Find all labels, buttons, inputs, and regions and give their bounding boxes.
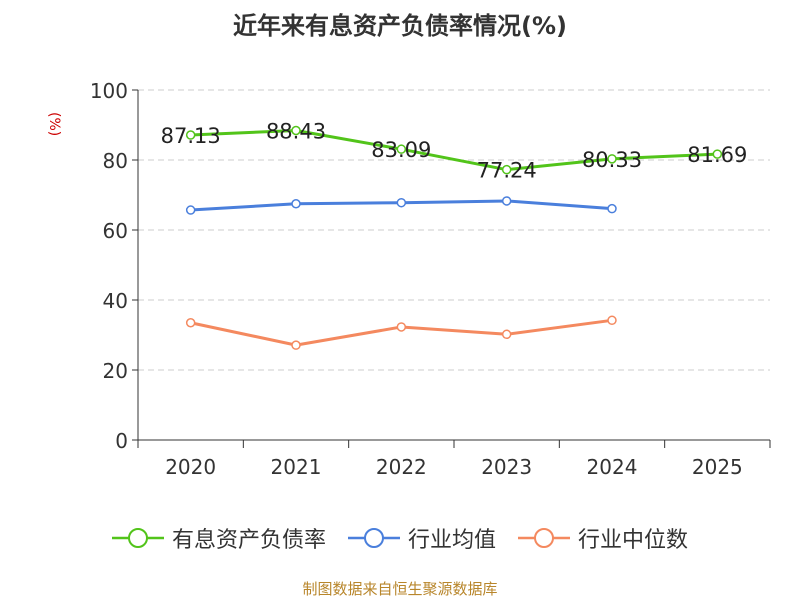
line-chart: 0 20 40 60 80 100 2020 2021 2022 2023 2024 2025 87.… (90, 79, 771, 479)
x-tick-label: 2025 (692, 455, 743, 479)
y-tick-label: 20 (103, 359, 128, 383)
legend-line-circle-icon (518, 528, 570, 548)
y-tick-label: 100 (90, 79, 128, 103)
y-tick-label: 0 (115, 429, 128, 453)
data-label: 88.43 (266, 119, 326, 143)
data-labels: 87.13 88.43 83.09 77.24 80.33 81.69 (161, 119, 748, 182)
legend-line-circle-icon (111, 528, 164, 548)
legend-item: 行业均值 (347, 522, 496, 554)
legend-item: 有息资产负债率 (111, 522, 326, 554)
data-point (291, 199, 301, 209)
x-tick-label: 2022 (376, 455, 427, 479)
legend-item: 行业中位数 (518, 522, 688, 554)
data-source-note: 制图数据来自恒生聚源数据库 (302, 580, 498, 598)
data-point (501, 329, 512, 340)
axes: 0 20 40 60 80 100 2020 2021 2022 2023 2024 2025 (90, 79, 771, 479)
data-point (185, 205, 196, 215)
data-point (607, 315, 617, 326)
x-tick-label: 2023 (481, 455, 532, 479)
data-label: 83.09 (371, 138, 431, 162)
data-point (396, 144, 407, 154)
legend-line-circle-icon (347, 528, 400, 548)
data-label: 81.69 (687, 143, 747, 167)
legend-label: 有息资产负债率 (171, 528, 326, 553)
series-lines (185, 125, 723, 350)
data-label: 87.13 (161, 124, 221, 148)
y-tick-label: 40 (103, 289, 128, 313)
data-point (291, 340, 301, 350)
data-point (712, 149, 723, 159)
data-point (396, 197, 407, 208)
data-point (396, 322, 407, 332)
x-tick-label: 2024 (587, 455, 638, 479)
data-label: 77.24 (477, 159, 537, 183)
series-line (190, 128, 718, 172)
data-point (501, 164, 512, 175)
data-point (185, 318, 196, 328)
data-point (607, 203, 617, 214)
data-point (185, 130, 196, 140)
data-point (501, 196, 512, 206)
legend-label: 行业中位数 (578, 528, 689, 553)
x-tick-label: 2021 (271, 455, 322, 479)
legend-label: 行业均值 (407, 528, 496, 553)
y-tick-label: 80 (103, 149, 128, 173)
y-tick-label: 60 (103, 219, 128, 243)
chart-title: 近年来有息资产负债率情况(%) (233, 12, 567, 40)
x-tick-label: 2020 (165, 455, 216, 479)
data-point (291, 125, 301, 136)
legend: 有息资产负债率 行业均值 行业中位数 (0, 518, 800, 558)
data-point (607, 154, 617, 164)
data-label: 80.33 (582, 148, 642, 172)
